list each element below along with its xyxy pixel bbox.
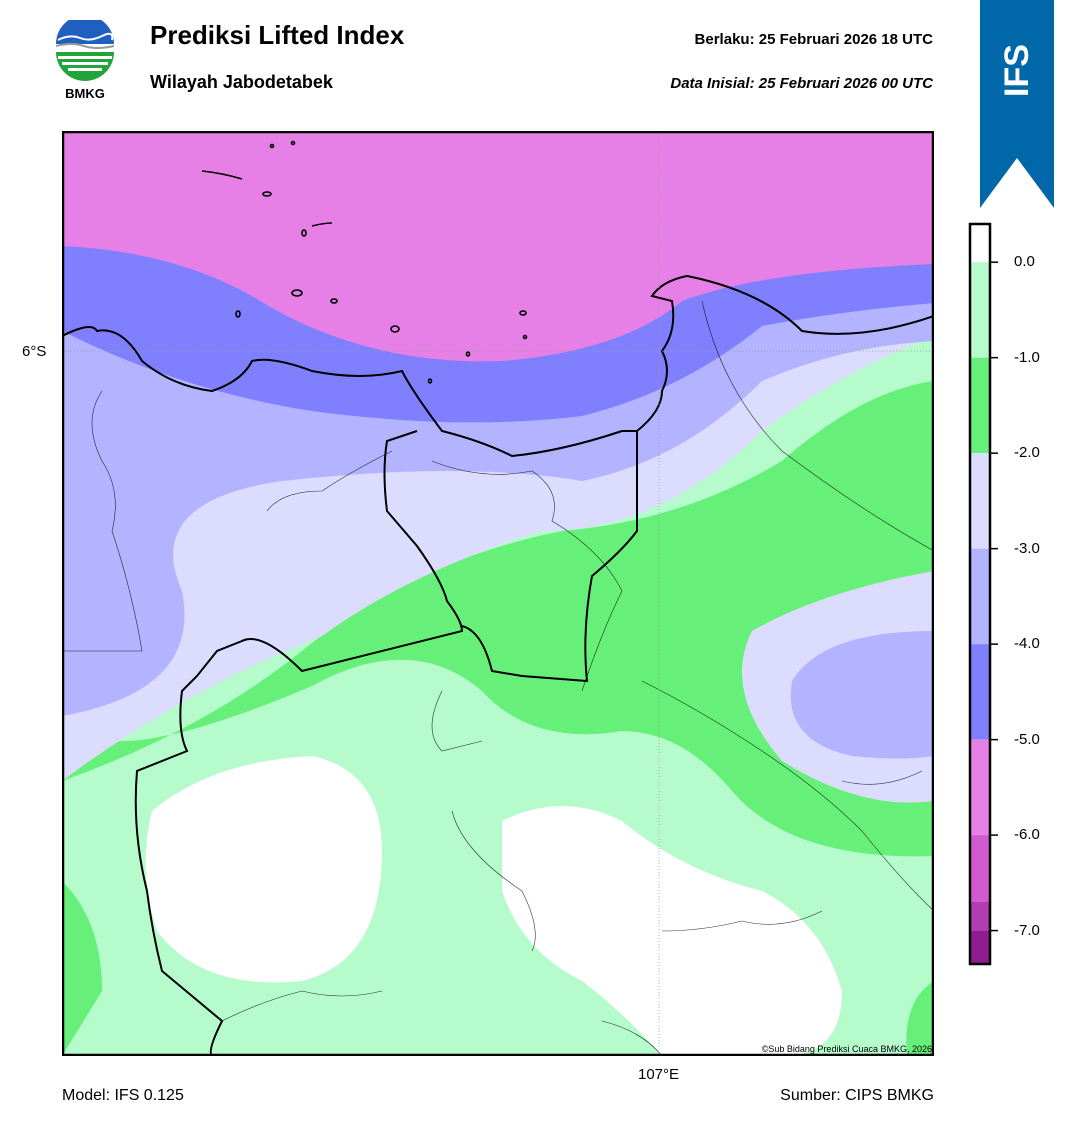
district-boundaries [62, 300, 934, 1056]
initial-time: Data Inisial: 25 Februari 2026 00 UTC [670, 75, 933, 92]
colorbar-tick-label: -6.0 [1014, 826, 1040, 844]
province-border-west [134, 430, 464, 1056]
logo-text: BMKG [65, 86, 105, 101]
lat-label: 6°S [22, 343, 47, 360]
ifs-badge-icon [980, 0, 1054, 208]
colorbar-tick-label: -2.0 [1014, 444, 1040, 462]
white-cell-west [145, 756, 382, 983]
colorbar-segment [970, 357, 990, 454]
colorbar-tick-label: -5.0 [1014, 730, 1040, 748]
source-label: Sumber: CIPS BMKG [780, 1087, 934, 1104]
colorbar-segment [970, 453, 990, 549]
colorbar-segment [970, 644, 990, 740]
province-border-east [461, 431, 638, 683]
colorbar-segment [970, 548, 990, 645]
colorbar-tick-label: -7.0 [1014, 921, 1040, 939]
model-label: Model: IFS 0.125 [62, 1087, 184, 1104]
lon-label: 107°E [638, 1066, 680, 1083]
east-mid-lobe [790, 631, 934, 759]
bmkg-logo-icon [55, 20, 115, 81]
valid-time: Berlaku: 25 Februari 2026 18 UTC [694, 31, 933, 48]
page-subtitle: Wilayah Jabodetabek [150, 72, 333, 92]
southeast-green-patch [906, 981, 934, 1056]
colorbar-tick-label: -3.0 [1014, 539, 1040, 557]
colorbar-segment [970, 224, 990, 263]
colorbar-segment [970, 835, 990, 902]
page-title: Prediksi Lifted Index [150, 20, 405, 50]
southwest-green-patch [62, 881, 102, 1056]
coastline [62, 274, 934, 458]
lifted-index-map [62, 131, 934, 1056]
band-minus5-to-minus6 [62, 131, 934, 362]
thousand-islands [201, 140, 528, 384]
colorbar [968, 222, 998, 966]
colorbar-segment [970, 739, 990, 836]
band-minus1-to-minus2 [62, 381, 934, 857]
colorbar-tick-label: -1.0 [1014, 348, 1040, 366]
colorbar-segment [970, 901, 990, 931]
ifs-badge-label: IFS [997, 43, 1036, 97]
colorbar-segment [970, 930, 990, 964]
colorbar-tick-label: -4.0 [1014, 635, 1040, 653]
copyright-text: ©Sub Bidang Prediksi Cuaca BMKG, 2026 [761, 1044, 932, 1054]
colorbar-segment [970, 262, 990, 358]
colorbar-tick-label: 0.0 [1014, 253, 1035, 271]
